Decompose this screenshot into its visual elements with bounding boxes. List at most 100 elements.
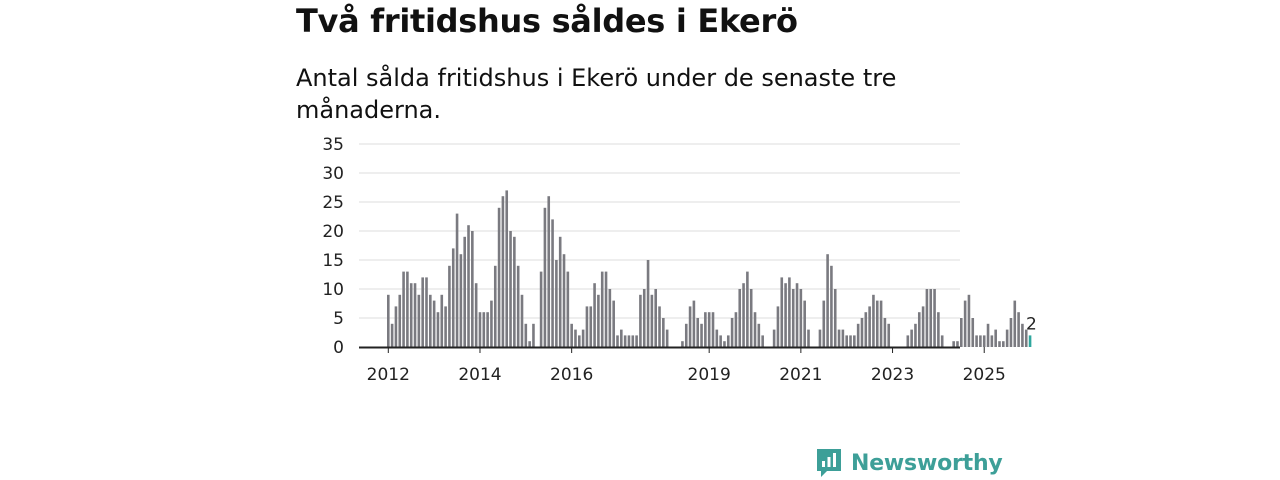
bar [440, 294, 444, 347]
bar [501, 196, 505, 347]
bar [520, 294, 524, 347]
bar [528, 341, 531, 347]
bar [639, 294, 642, 347]
bar [478, 312, 482, 347]
y-tick-label: 10 [322, 280, 344, 300]
bar [612, 300, 615, 347]
bar [429, 294, 432, 347]
bar [516, 265, 520, 347]
x-tick-label: 2016 [550, 365, 593, 385]
bar [696, 318, 700, 347]
bar [868, 306, 871, 347]
bar [459, 254, 463, 347]
bar [711, 312, 715, 347]
y-tick-label: 35 [322, 135, 344, 155]
bar [1013, 300, 1017, 347]
newsworthy-logo-icon [817, 449, 841, 477]
bar [967, 294, 971, 347]
bar [818, 329, 822, 347]
bar [1005, 329, 1009, 347]
bar [387, 294, 390, 347]
bar [467, 225, 470, 347]
bar [795, 283, 799, 347]
bar-series [387, 190, 1032, 347]
bar [620, 329, 623, 347]
bar [700, 323, 703, 347]
bar [642, 289, 646, 347]
bar [830, 265, 833, 347]
bar [658, 306, 661, 347]
bar [493, 265, 497, 347]
chart-subtitle: Antal sålda fritidshus i Ekerö under de … [296, 64, 897, 124]
bar [990, 335, 994, 347]
bar [715, 329, 719, 347]
bar [417, 294, 421, 347]
bar [558, 236, 562, 347]
bar [780, 277, 784, 347]
bar [436, 312, 440, 347]
bar [646, 260, 650, 347]
bar [425, 277, 428, 347]
bar [704, 312, 707, 347]
bar [505, 190, 509, 347]
x-axis-tick-labels: 2012 2014 2016 2019 2021 2023 2025 [367, 347, 1006, 385]
x-tick-label: 2019 [688, 365, 731, 385]
bar [688, 306, 692, 347]
bar [772, 329, 776, 347]
bar [513, 236, 516, 347]
bar [822, 300, 826, 347]
bar [600, 271, 604, 347]
bar [471, 231, 474, 347]
bar [956, 341, 959, 347]
bar [723, 341, 726, 347]
bar [539, 271, 543, 347]
bar [1009, 318, 1013, 347]
bar [833, 289, 837, 347]
bar [490, 300, 493, 347]
bar [1021, 323, 1024, 347]
bar [574, 329, 577, 347]
bar [497, 207, 501, 347]
bar [474, 283, 478, 347]
bar [860, 318, 864, 347]
bar [937, 312, 940, 347]
bar [845, 335, 848, 347]
bar [390, 323, 394, 347]
bar [451, 248, 455, 347]
newsworthy-logo: Newsworthy [815, 447, 1003, 479]
bar [887, 323, 891, 347]
bar [463, 236, 466, 347]
bar [761, 335, 764, 347]
bar [734, 312, 738, 347]
bar [738, 289, 742, 347]
bar [799, 289, 803, 347]
y-tick-label: 25 [322, 193, 344, 213]
bar [730, 318, 734, 347]
bar [929, 289, 933, 347]
x-tick-label: 2025 [963, 365, 1006, 385]
logo-text: Newsworthy [851, 450, 1003, 476]
bar [532, 323, 535, 347]
y-tick-label: 20 [322, 222, 344, 242]
bar [627, 335, 631, 347]
bar [608, 289, 612, 347]
bar [906, 335, 910, 347]
bar [413, 283, 417, 347]
x-tick-label: 2021 [779, 365, 822, 385]
bar [665, 329, 669, 347]
y-tick-label: 5 [333, 309, 344, 329]
bar [623, 335, 627, 347]
bar [826, 254, 829, 347]
bar [394, 306, 398, 347]
bar [570, 323, 573, 347]
bar [933, 289, 936, 347]
bar [681, 341, 684, 347]
bar [998, 341, 1001, 347]
bar [742, 283, 745, 347]
bar [543, 207, 547, 347]
y-tick-label: 0 [333, 338, 344, 358]
bar [856, 323, 860, 347]
bar [585, 306, 589, 347]
y-tick-label: 15 [322, 251, 344, 271]
bar [986, 323, 990, 347]
